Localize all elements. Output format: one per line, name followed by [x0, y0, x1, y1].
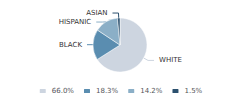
svg-text:18.3%: 18.3%	[96, 87, 119, 95]
svg-text:BLACK: BLACK	[59, 41, 82, 49]
svg-text:HISPANIC: HISPANIC	[59, 18, 92, 26]
svg-text:14.2%: 14.2%	[140, 87, 163, 95]
svg-text:66.0%: 66.0%	[52, 87, 75, 95]
svg-text:1.5%: 1.5%	[184, 87, 202, 95]
svg-text:ASIAN: ASIAN	[86, 9, 107, 17]
svg-text:WHITE: WHITE	[159, 56, 182, 64]
